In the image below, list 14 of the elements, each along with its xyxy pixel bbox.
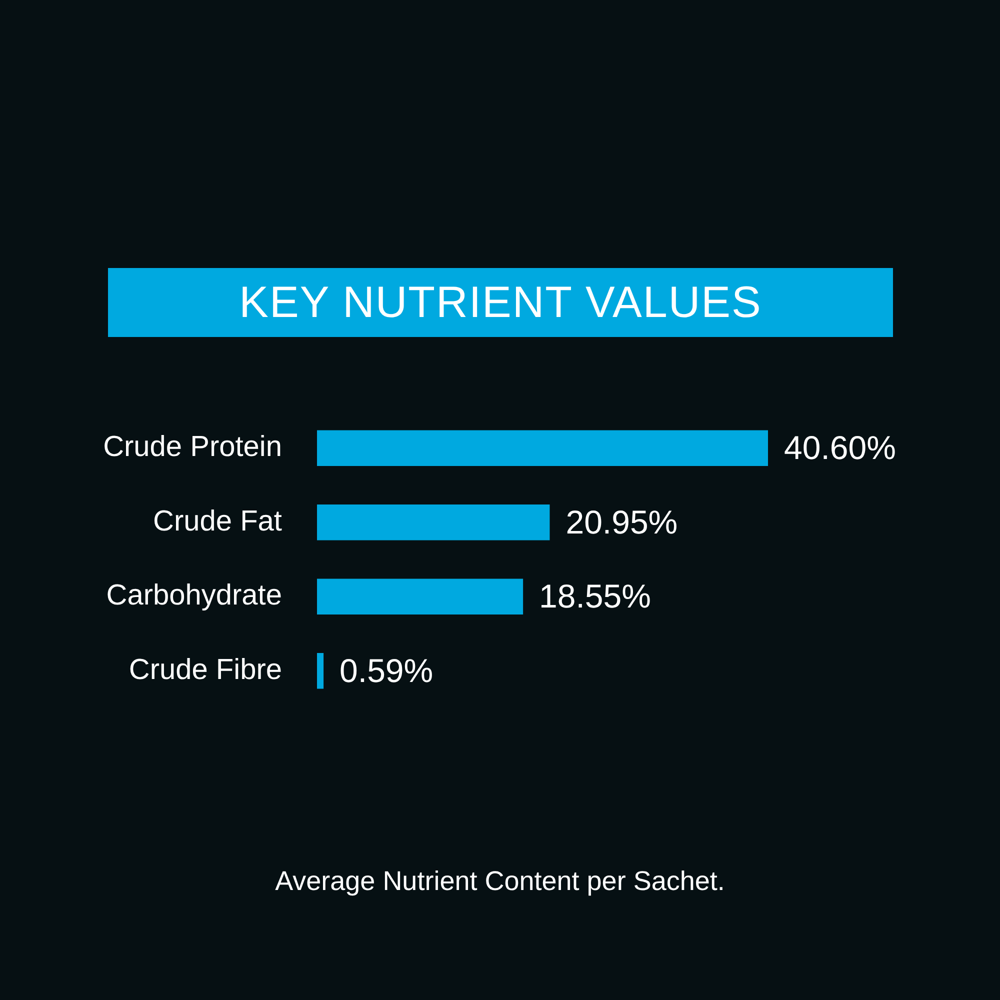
y-tick-label: Crude Fibre xyxy=(128,654,282,686)
y-tick-label: Crude Fat xyxy=(153,505,282,538)
chart-title: KEY NUTRIENT VALUES xyxy=(108,268,893,337)
data-label: 0.59% xyxy=(340,652,434,689)
bar xyxy=(317,653,324,689)
y-tick-label: Carbohydrate xyxy=(106,580,282,612)
data-label: 40.60% xyxy=(784,429,896,466)
y-tick-label: Crude Protein xyxy=(103,431,282,464)
data-label: 20.95% xyxy=(566,503,678,540)
bar xyxy=(317,430,768,466)
bar xyxy=(317,578,524,614)
bar xyxy=(317,504,550,540)
data-label: 18.55% xyxy=(539,578,651,615)
text: Average Nutrient Content per Sachet. xyxy=(274,866,726,897)
